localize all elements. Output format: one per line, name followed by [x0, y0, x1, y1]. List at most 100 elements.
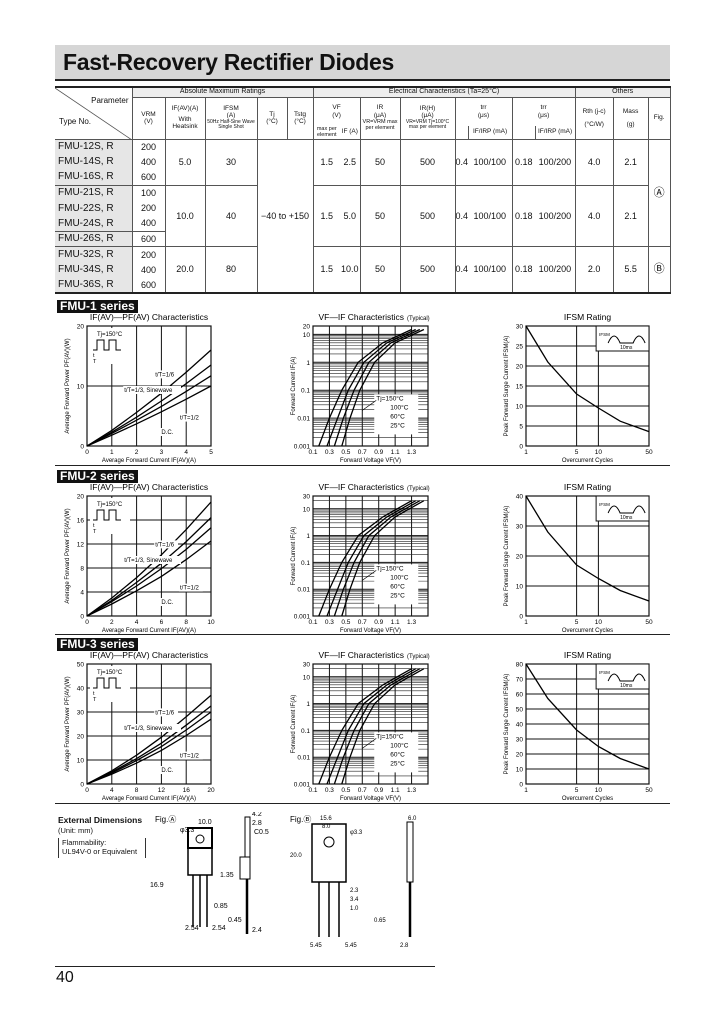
- legend-bg: [374, 564, 419, 605]
- x-tick-label: 10: [595, 787, 603, 794]
- plot-frame: [312, 663, 429, 785]
- mass-cell: 2.1: [612, 184, 649, 248]
- series-label: t/T=1/6: [155, 710, 175, 716]
- fig-cell: Ⓐ: [647, 138, 671, 247]
- page-title: Fast-Recovery Rectifier Diodes: [63, 49, 395, 75]
- series-label: Tj=150°C: [376, 564, 404, 572]
- fig-b-dimension: 2.3: [350, 888, 359, 894]
- cond2-cell: 100/200: [535, 184, 576, 248]
- cond2-cell: 100/200: [535, 138, 576, 186]
- y-tick-label: 50: [516, 707, 524, 714]
- series-label: 25°C: [390, 421, 405, 429]
- series-curve: [333, 500, 421, 617]
- table-row: FMU-24S, R 400: [55, 215, 670, 232]
- tj-header: Tj (°C): [256, 96, 288, 140]
- irh-cell: 500: [399, 184, 456, 248]
- series-label-bg: [160, 766, 174, 774]
- y-tick-label: 0: [519, 614, 523, 621]
- x-tick-label: 1.3: [407, 619, 416, 626]
- x-axis-label: Overcurrent Cycles: [562, 458, 613, 464]
- rth-header: Rth (j-c) (°C/W): [574, 96, 614, 140]
- x-tick-label: 0: [85, 619, 89, 626]
- chart-title: IF(AV)—PF(AV) Characteristics: [90, 650, 208, 660]
- x-tick-label: 0.3: [325, 619, 334, 626]
- cond2-cell: 100/200: [535, 246, 576, 294]
- fig-a-body: [187, 847, 213, 876]
- y-tick-label: 0: [519, 444, 523, 451]
- y-tick-label: 12: [77, 542, 85, 549]
- parameter-type-header: Parameter Type No.: [55, 86, 133, 140]
- type-cell: FMU-22S, R: [55, 200, 133, 216]
- trr2-header: trr (μs): [511, 96, 576, 126]
- series-label: D.C.: [161, 600, 173, 606]
- x-tick-label: 16: [183, 787, 191, 794]
- y-tick-label: 30: [77, 710, 85, 717]
- series-label: t/T=1/2: [180, 586, 200, 592]
- irh-header: IR(H) (μA) VR=VRM Tj=100°C max per element: [399, 96, 456, 140]
- rth-cell: 4.0: [574, 138, 614, 186]
- section-divider: [55, 803, 670, 804]
- series-curve: [318, 668, 412, 785]
- legend-bg: [374, 394, 419, 435]
- plot-frame: [312, 325, 429, 447]
- series-label-bg: [123, 724, 181, 732]
- if-cell: 2.5: [340, 138, 361, 186]
- y-tick-label: 0.001: [294, 444, 311, 451]
- y-axis-label: Peak Forward Surge Current IFSM(A): [504, 674, 510, 775]
- y-tick-label: 0.1: [301, 388, 310, 395]
- y-tick-label: 10: [77, 758, 85, 765]
- type-cell: FMU-16S, R: [55, 169, 133, 186]
- trr2-cell: 0.18: [511, 184, 536, 248]
- chart-vf-vs-if-1: VF—IF Characteristics (Typical) 0.1 0.3 0.5 0…: [291, 312, 430, 464]
- y-tick-label: 0.1: [301, 560, 310, 567]
- footer-rule: [55, 966, 435, 967]
- series-curve: [525, 495, 650, 602]
- if-cell: 5.0: [340, 184, 361, 248]
- table-row: FMU-16S, R 600: [55, 169, 670, 186]
- y-axis-label: Average Forward Power PF(AV)(W): [65, 338, 71, 433]
- x-axis-label: Forward Voltage VF(V): [340, 796, 401, 802]
- vrm-cell: 600: [131, 230, 166, 247]
- table-row: FMU-14S, R 400: [55, 154, 670, 170]
- vf-cell: 1.5: [312, 184, 341, 248]
- series-curve: [86, 349, 212, 447]
- vrm-cell: 400: [131, 215, 166, 232]
- inset-label: Tj=150°C: [97, 502, 123, 508]
- x-tick-label: 0: [85, 449, 89, 456]
- fig-b-dimension: 1.0: [350, 906, 359, 912]
- cond1-cell: 100/100: [468, 138, 513, 186]
- inset-label: 10ms: [620, 515, 633, 521]
- ifsm-cell: 80: [204, 246, 258, 294]
- fig-b-dimension: 5.45: [310, 943, 322, 949]
- series-curve: [86, 711, 212, 785]
- y-tick-label: 16: [77, 518, 85, 525]
- y-tick-label: 1: [306, 360, 310, 367]
- series-curve: [525, 325, 650, 433]
- y-tick-label: 40: [77, 686, 85, 693]
- fig-a-side-body: [239, 856, 251, 880]
- y-tick-label: 20: [77, 494, 85, 501]
- chart-title: VF—IF Characteristics: [319, 482, 405, 492]
- series-curve: [86, 527, 212, 617]
- type-cell: FMU-24S, R: [55, 215, 133, 232]
- y-axis-label: Forward Current IF(A): [291, 527, 297, 586]
- page-title-bar: Fast-Recovery Rectifier Diodes: [55, 45, 670, 81]
- y-tick-label: 8: [80, 566, 84, 573]
- series-curve: [326, 500, 417, 617]
- table-row: FMU-12S, R 200 5.0 30 −40 to +150 1.5 2.5 50 500…: [55, 138, 671, 293]
- y-tick-label: 20: [77, 324, 85, 331]
- x-tick-label: 1: [110, 449, 114, 456]
- inset-t-label: t: [93, 691, 95, 697]
- y-axis-label: Forward Current IF(A): [291, 357, 297, 416]
- inset-label: 10ms: [620, 345, 633, 351]
- vrm-cell: 600: [131, 277, 166, 293]
- series-label-bg: [179, 583, 203, 592]
- fig-b-dimension: 6.0: [408, 816, 417, 822]
- fig-a-dimension: 2.4: [252, 927, 262, 934]
- x-tick-label: 0.9: [374, 787, 383, 794]
- fig-b-dimension: 15.6: [320, 816, 332, 822]
- series-curve: [318, 328, 412, 447]
- x-axis-label: Forward Voltage VF(V): [340, 458, 401, 464]
- y-tick-label: 1: [306, 533, 310, 540]
- specifications-table: Parameter Type No. Absolute Maximum Rati…: [55, 86, 671, 294]
